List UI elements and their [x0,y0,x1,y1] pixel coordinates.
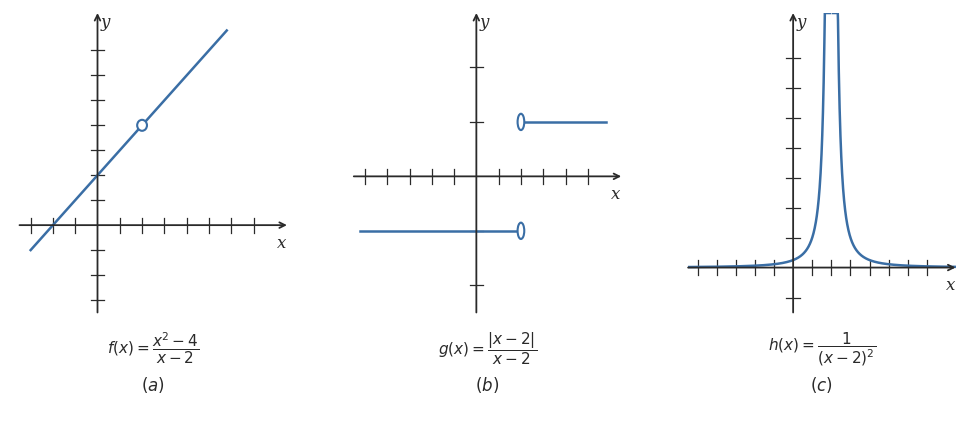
Text: y: y [480,13,489,30]
Text: $g(x) = \dfrac{|x - 2|}{x - 2}$: $g(x) = \dfrac{|x - 2|}{x - 2}$ [438,330,537,367]
Text: x: x [946,277,955,294]
Text: $(b)$: $(b)$ [476,375,499,395]
Text: $(a)$: $(a)$ [141,375,165,395]
Circle shape [137,120,147,131]
Text: $(c)$: $(c)$ [810,375,834,395]
Text: $h(x) = \dfrac{1}{(x - 2)^2}$: $h(x) = \dfrac{1}{(x - 2)^2}$ [767,330,876,368]
Text: x: x [277,235,287,252]
Circle shape [518,114,525,130]
Text: y: y [100,13,110,30]
Text: x: x [611,186,620,203]
Circle shape [518,223,525,239]
Text: $f(x) = \dfrac{x^2 - 4}{x - 2}$: $f(x) = \dfrac{x^2 - 4}{x - 2}$ [107,330,200,366]
Text: y: y [797,13,806,30]
